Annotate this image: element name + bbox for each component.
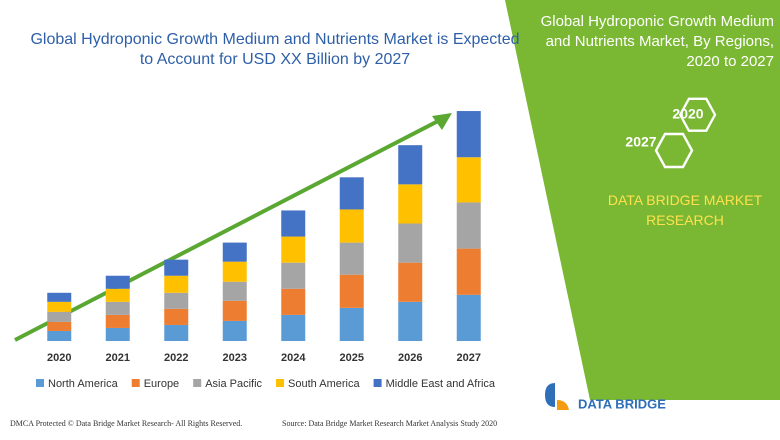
- legend-label: Asia Pacific: [205, 378, 262, 390]
- source-note: Source: Data Bridge Market Research Mark…: [282, 419, 497, 428]
- arrow-head: [432, 113, 452, 130]
- legend-swatch: [193, 379, 202, 387]
- bar-segment: [281, 288, 306, 315]
- x-tick-label: 2020: [47, 352, 71, 364]
- x-tick-label: 2023: [223, 352, 247, 364]
- x-tick-label: 2022: [164, 352, 188, 364]
- logo-icon: [557, 400, 569, 410]
- x-tick-label: 2021: [106, 352, 130, 364]
- bar-segment: [47, 321, 72, 331]
- bar-segment: [164, 308, 189, 325]
- bar-segment: [222, 261, 247, 282]
- legend-swatch: [373, 379, 382, 387]
- hexagon: [678, 97, 717, 132]
- legend-label: North America: [48, 378, 119, 390]
- logo-text: DATA BRIDGE: [578, 396, 666, 411]
- bar-segment: [398, 262, 423, 302]
- bar-segment: [339, 274, 364, 308]
- bar-segment: [105, 301, 130, 315]
- x-tick-label: 2024: [281, 352, 306, 364]
- bar-segment: [456, 111, 481, 158]
- bar-segment: [222, 300, 247, 321]
- x-tick-label: 2025: [340, 352, 364, 364]
- bar-segment: [339, 177, 364, 210]
- brand-name: DATA BRIDGE MARKET RESEARCH: [607, 192, 763, 228]
- side-panel-title: Global Hydroponic Growth Medium and Nutr…: [540, 13, 774, 70]
- bar-segment: [164, 275, 189, 293]
- bar-segment: [281, 236, 306, 263]
- bar-segment: [281, 210, 306, 237]
- bar-segment: [339, 209, 364, 243]
- growth-arrow: [14, 118, 441, 342]
- hexagon-label: 2027: [625, 134, 656, 150]
- bar-segment: [164, 259, 189, 276]
- bar-segment: [398, 184, 423, 224]
- legend-swatch: [276, 379, 285, 387]
- bar-segment: [281, 262, 306, 289]
- legend-label: Europe: [144, 378, 179, 390]
- bar-segment: [456, 248, 481, 295]
- bar-segment: [339, 242, 364, 275]
- dmca-note: DMCA Protected © Data Bridge Market Rese…: [10, 419, 242, 428]
- bar-segment: [47, 292, 72, 302]
- bar-segment: [47, 311, 72, 322]
- legend-swatch: [131, 379, 140, 387]
- legend-swatch: [36, 379, 44, 387]
- bar-segment: [456, 294, 481, 341]
- bar-segment: [47, 330, 72, 341]
- bar-segment: [105, 275, 130, 289]
- logo-icon: [545, 383, 555, 407]
- bar-segment: [47, 301, 72, 312]
- hexagon: [654, 132, 694, 169]
- bar-segment: [222, 281, 247, 301]
- bar-segment: [222, 242, 247, 262]
- side-panel-bg: [505, 0, 780, 400]
- bar-segment: [164, 324, 189, 341]
- x-tick-label: 2027: [457, 352, 481, 364]
- bar-segment: [105, 327, 130, 341]
- bar-segment: [164, 292, 189, 309]
- x-tick-label: 2026: [398, 352, 422, 364]
- hexagon-label: 2020: [672, 106, 703, 122]
- legend-label: Middle East and Africa: [386, 378, 496, 390]
- legend-label: South America: [288, 378, 360, 390]
- chart-title: Global Hydroponic Growth Medium and Nutr…: [30, 31, 520, 68]
- bar-segment: [398, 145, 423, 185]
- bar-segment: [339, 307, 364, 341]
- bar-segment: [281, 314, 306, 341]
- bar-segment: [398, 301, 423, 341]
- bar-segment: [222, 320, 247, 341]
- bar-segment: [398, 223, 423, 263]
- bar-segment: [105, 288, 130, 302]
- bar-segment: [456, 157, 481, 203]
- bar-segment: [456, 202, 481, 249]
- bar-segment: [105, 314, 130, 328]
